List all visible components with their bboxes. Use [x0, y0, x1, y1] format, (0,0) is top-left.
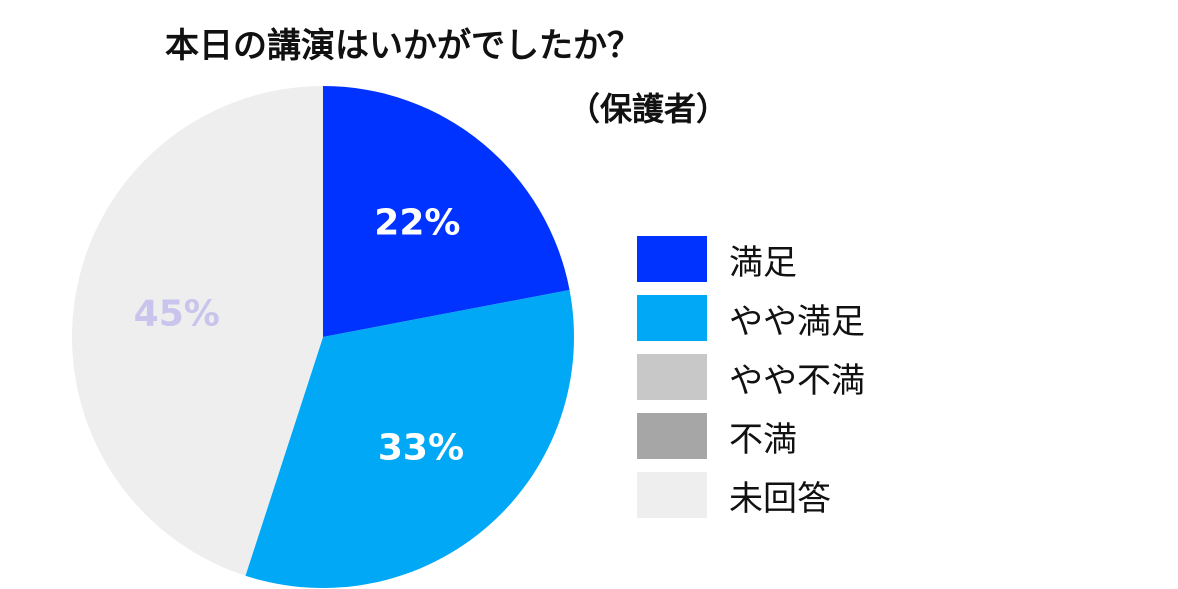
legend: 満足 やや満足 やや不満 不満 未回答	[637, 236, 865, 531]
legend-swatch	[637, 354, 707, 400]
chart-subtitle: （保護者）	[568, 90, 729, 128]
pie-slice-satisfied	[323, 86, 570, 337]
legend-item-somewhat-dissatisfied: やや不満	[637, 354, 865, 401]
chart-title: 本日の講演はいかがでしたか？	[165, 26, 641, 66]
legend-label: 未回答	[729, 478, 831, 519]
legend-item-satisfied: 満足	[637, 236, 865, 283]
legend-swatch	[637, 236, 707, 282]
pie-data-label-satisfied: 22%	[374, 202, 460, 243]
pie-data-label-somewhat-satisfied: 33%	[378, 428, 464, 469]
legend-swatch	[637, 295, 707, 341]
legend-swatch	[637, 472, 707, 518]
pie-slice-no-answer	[71, 86, 323, 576]
legend-label: やや満足	[729, 301, 865, 342]
legend-item-dissatisfied: 不満	[637, 413, 865, 460]
legend-item-somewhat-satisfied: やや満足	[637, 295, 865, 342]
legend-swatch	[637, 413, 707, 459]
legend-label: やや不満	[729, 360, 865, 401]
pie-slice-somewhat-satisfied	[245, 289, 574, 589]
legend-label: 不満	[729, 419, 797, 460]
legend-item-no-answer: 未回答	[637, 472, 865, 519]
pie-data-label-no-answer: 45%	[134, 293, 220, 334]
legend-label: 満足	[729, 242, 797, 283]
